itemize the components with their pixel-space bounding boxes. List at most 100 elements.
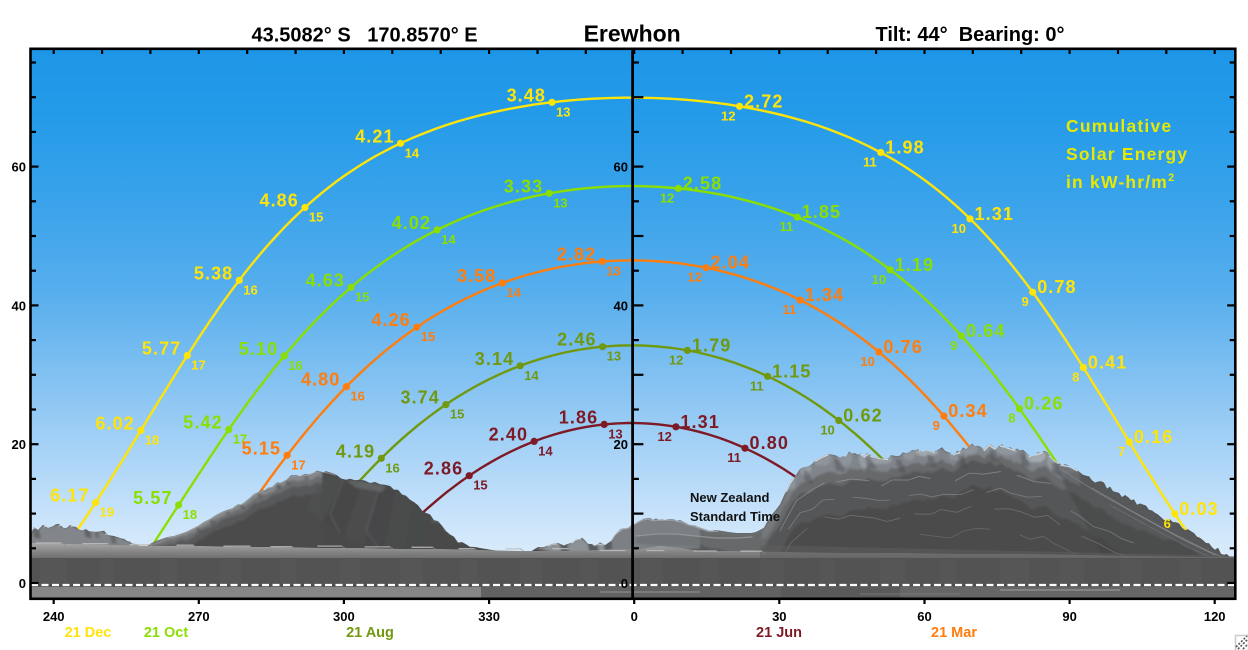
svg-text:4.21: 4.21 (355, 126, 394, 146)
svg-text:60: 60 (614, 160, 628, 175)
svg-text:Solar Energy: Solar Energy (1066, 144, 1188, 164)
svg-text:11: 11 (727, 450, 741, 465)
svg-text:21 Dec: 21 Dec (65, 625, 112, 641)
svg-text:0: 0 (19, 576, 26, 591)
svg-text:11: 11 (863, 155, 877, 170)
svg-text:2.04: 2.04 (711, 253, 750, 273)
svg-text:2.72: 2.72 (744, 91, 783, 111)
svg-text:21 Aug: 21 Aug (346, 625, 394, 641)
svg-text:1.79: 1.79 (692, 335, 731, 355)
svg-text:3.48: 3.48 (507, 85, 546, 105)
svg-text:in kW-hr/m2: in kW-hr/m2 (1066, 172, 1175, 192)
svg-text:17: 17 (291, 457, 305, 472)
svg-text:16: 16 (288, 358, 302, 373)
svg-text:9: 9 (1021, 294, 1028, 309)
svg-text:9: 9 (950, 338, 957, 353)
svg-text:14: 14 (506, 285, 521, 300)
svg-text:14: 14 (538, 443, 553, 458)
svg-text:0.80: 0.80 (750, 433, 789, 453)
svg-text:0.76: 0.76 (883, 337, 922, 357)
svg-text:19: 19 (100, 505, 114, 520)
svg-text:11: 11 (779, 219, 793, 234)
svg-text:5.77: 5.77 (142, 339, 181, 359)
svg-text:15: 15 (421, 329, 435, 344)
svg-text:0.34: 0.34 (948, 401, 987, 421)
svg-text:11: 11 (750, 378, 764, 393)
svg-text:0: 0 (621, 576, 628, 591)
svg-text:4.19: 4.19 (336, 441, 375, 461)
svg-text:13: 13 (607, 349, 621, 364)
svg-text:3.14: 3.14 (475, 349, 514, 369)
svg-text:5.10: 5.10 (239, 339, 278, 359)
svg-text:40: 40 (12, 298, 26, 313)
svg-text:0.26: 0.26 (1024, 394, 1063, 414)
svg-text:6.17: 6.17 (50, 486, 89, 506)
svg-text:2.40: 2.40 (489, 424, 528, 444)
svg-text:17: 17 (233, 432, 247, 447)
svg-text:12: 12 (721, 108, 735, 123)
svg-text:10: 10 (820, 422, 834, 437)
svg-text:21 Oct: 21 Oct (144, 625, 188, 641)
svg-text:3.74: 3.74 (400, 388, 439, 408)
svg-text:20: 20 (614, 437, 628, 452)
svg-text:10: 10 (952, 221, 966, 236)
svg-text:2.58: 2.58 (683, 173, 722, 193)
svg-text:5.15: 5.15 (242, 438, 281, 458)
svg-text:18: 18 (183, 507, 197, 522)
svg-text:5.42: 5.42 (183, 413, 222, 433)
svg-text:40: 40 (614, 298, 628, 313)
svg-text:4.86: 4.86 (259, 191, 298, 211)
svg-text:4.63: 4.63 (306, 270, 345, 290)
svg-text:1.98: 1.98 (885, 138, 924, 158)
svg-text:0.16: 0.16 (1134, 427, 1173, 447)
svg-text:13: 13 (553, 195, 567, 210)
svg-text:6: 6 (1164, 516, 1171, 531)
svg-text:12: 12 (660, 190, 674, 205)
svg-text:1.86: 1.86 (559, 407, 598, 427)
svg-text:8: 8 (1008, 411, 1015, 426)
svg-text:20: 20 (12, 437, 26, 452)
svg-text:4.02: 4.02 (392, 213, 431, 233)
svg-text:15: 15 (473, 478, 487, 493)
svg-text:43.5082° S: 43.5082° S (252, 25, 351, 47)
svg-text:60: 60 (12, 160, 26, 175)
svg-text:5.57: 5.57 (133, 488, 172, 508)
svg-text:1.34: 1.34 (805, 285, 844, 305)
svg-text:Standard Time: Standard Time (690, 509, 780, 524)
svg-text:270: 270 (188, 609, 210, 624)
svg-text:13: 13 (556, 104, 570, 119)
svg-text:14: 14 (405, 145, 420, 160)
svg-text:1.31: 1.31 (975, 204, 1014, 224)
svg-text:2.46: 2.46 (557, 330, 596, 350)
svg-text:4.80: 4.80 (301, 370, 340, 390)
svg-text:15: 15 (450, 407, 464, 422)
svg-text:12: 12 (657, 429, 671, 444)
svg-text:1.19: 1.19 (895, 255, 934, 275)
svg-text:8: 8 (1072, 370, 1079, 385)
svg-text:0.62: 0.62 (843, 405, 882, 425)
svg-text:120: 120 (1204, 609, 1226, 624)
svg-text:300: 300 (333, 609, 355, 624)
svg-text:240: 240 (43, 609, 65, 624)
svg-text:15: 15 (309, 210, 323, 225)
svg-text:0: 0 (631, 609, 638, 624)
svg-text:12: 12 (688, 270, 702, 285)
svg-text:9: 9 (933, 418, 940, 433)
svg-text:15: 15 (355, 289, 369, 304)
svg-text:170.8570° E: 170.8570° E (367, 25, 477, 47)
svg-text:16: 16 (350, 389, 364, 404)
svg-text:Cumulative: Cumulative (1066, 116, 1172, 136)
svg-text:11: 11 (782, 302, 796, 317)
svg-text:18: 18 (145, 432, 159, 447)
svg-text:12: 12 (669, 352, 683, 367)
svg-text:6.02: 6.02 (95, 413, 134, 433)
svg-text:16: 16 (385, 460, 399, 475)
svg-text:16: 16 (243, 282, 257, 297)
svg-text:Tilt: 44° Bearing: 0°: Tilt: 44° Bearing: 0° (876, 24, 1065, 46)
svg-text:21 Mar: 21 Mar (931, 625, 977, 641)
svg-text:0.64: 0.64 (966, 321, 1005, 341)
svg-text:Erewhon: Erewhon (584, 21, 681, 47)
svg-text:10: 10 (860, 354, 874, 369)
svg-text:2.86: 2.86 (424, 459, 463, 479)
svg-text:10: 10 (872, 272, 886, 287)
